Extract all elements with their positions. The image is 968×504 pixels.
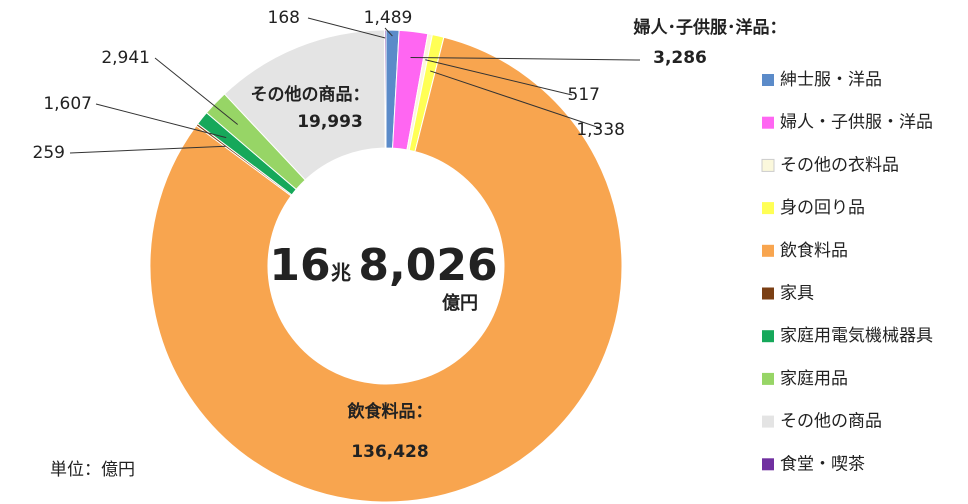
slice: [149, 36, 623, 503]
value-label: 168: [268, 8, 300, 28]
legend-swatch: [762, 330, 774, 343]
center-main: 16: [269, 240, 330, 291]
value-label: 136,428: [351, 442, 428, 462]
legend-label: 家庭用品: [780, 369, 848, 389]
legend-swatch: [762, 415, 774, 428]
slice-name: その他の商品：: [251, 84, 370, 105]
center-unit: 兆: [331, 261, 351, 285]
slice-name: 飲食料品：: [347, 401, 433, 422]
leader-line: [307, 17, 386, 39]
center-sub: 8,026: [358, 240, 497, 291]
value-label: 19,993: [297, 112, 363, 132]
leader-lines: [69, 17, 641, 154]
value-label: 2,941: [101, 48, 150, 68]
leader-line: [425, 59, 573, 96]
legend-swatch: [762, 116, 774, 129]
leader-line: [430, 70, 601, 129]
leader-line: [95, 103, 227, 139]
legend-label: 家庭用電気機械器具: [780, 326, 933, 346]
legend-swatch: [762, 244, 774, 257]
leader-line: [384, 27, 393, 37]
legend-label: 身の回り品: [780, 198, 865, 218]
slice-name: 婦人･子供服･洋品：: [633, 17, 787, 38]
legend-swatch: [761, 158, 775, 172]
donut: [149, 29, 623, 503]
legend-swatch: [762, 372, 774, 385]
legend-swatch: [762, 202, 774, 215]
value-label: 1,489: [364, 8, 413, 28]
legend-label: その他の衣料品: [780, 155, 899, 175]
unit-note: 単位：億円: [50, 460, 135, 480]
legend-label: 紳士服・洋品: [780, 70, 882, 90]
legend-swatch: [762, 74, 774, 86]
leader-line: [69, 145, 226, 154]
value-label: 259: [33, 143, 65, 163]
leader-line: [154, 57, 238, 125]
legend-label: 食堂・喫茶: [780, 454, 865, 474]
legend-label: 飲食料品: [780, 241, 848, 261]
value-label: 517: [568, 85, 600, 105]
slice: [384, 29, 387, 149]
legend-swatch: [762, 287, 774, 300]
value-label: 1,607: [43, 94, 92, 114]
legend-label: 婦人・子供服・洋品: [780, 113, 933, 133]
leader-line: [410, 56, 641, 61]
legend-swatch: [762, 458, 774, 471]
value-label: 1,338: [576, 120, 625, 140]
legend-label: その他の商品: [780, 412, 882, 432]
legend-label: 家具: [780, 284, 814, 304]
center-unit: 億円: [442, 292, 478, 314]
value-label: 3,286: [653, 48, 707, 68]
